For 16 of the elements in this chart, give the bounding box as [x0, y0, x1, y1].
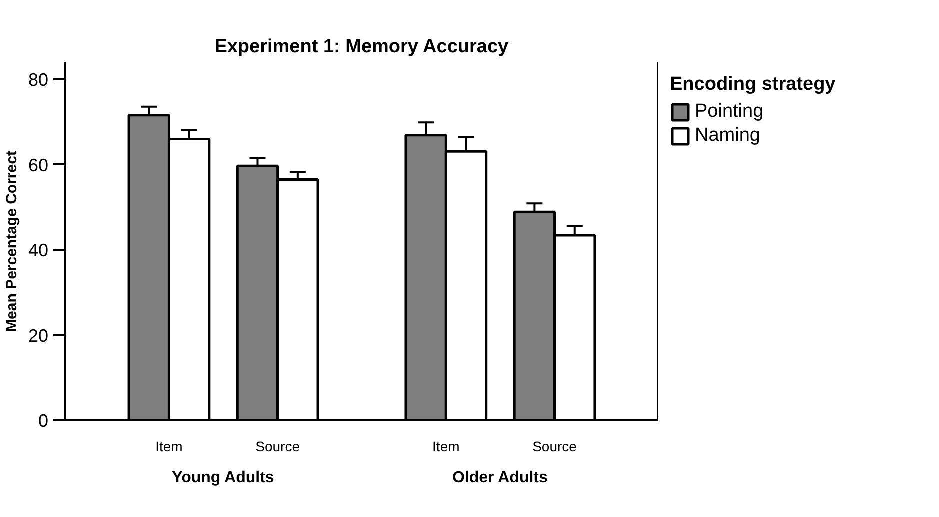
text: Young Adults: [172, 470, 274, 486]
text: Older Adults: [452, 470, 548, 486]
y-tick-label: 60: [28, 155, 49, 176]
y-tick-label: 40: [28, 240, 49, 261]
legend-title: Encoding strategy: [670, 74, 836, 96]
y-tick-label: 80: [28, 70, 49, 90]
legend-label: Pointing: [695, 101, 764, 123]
chart-title: Experiment 1: Memory Accuracy: [214, 36, 510, 58]
y-axis-title: Mean Percentage Correct: [3, 151, 20, 332]
x-tick-label: Item: [156, 438, 183, 454]
x-tick-label: Source: [256, 438, 300, 454]
x-tick-label: Item: [432, 438, 460, 454]
y-tick-label: 20: [28, 326, 49, 346]
legend-label: Naming: [695, 125, 760, 147]
y-tick-label: 0: [38, 411, 49, 431]
x-tick-label: Source: [532, 438, 578, 454]
